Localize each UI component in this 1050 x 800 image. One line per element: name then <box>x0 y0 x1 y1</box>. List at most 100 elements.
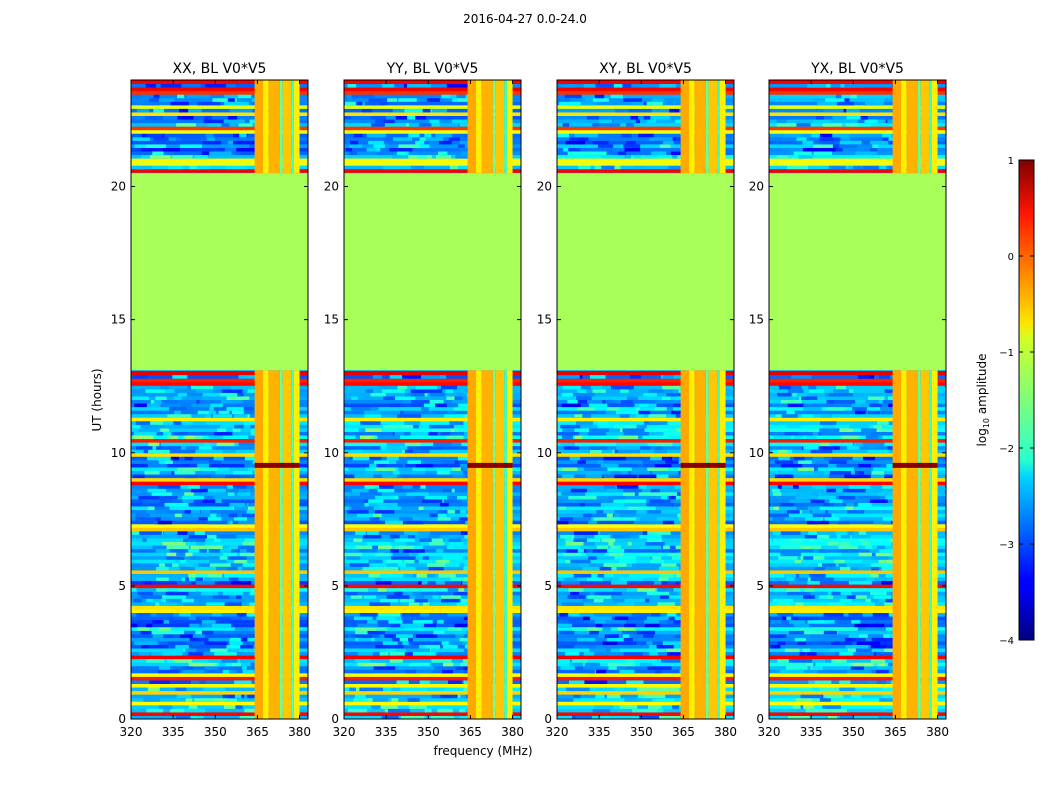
heatmap-cell <box>663 559 688 564</box>
heatmap-cell <box>440 431 451 436</box>
hot-band-column <box>506 370 513 719</box>
heatmap-cell <box>867 449 889 454</box>
heatmap-row <box>344 371 521 376</box>
heatmap-cell <box>200 545 223 550</box>
heatmap-cell <box>882 516 901 521</box>
heatmap-cell <box>232 484 247 489</box>
heatmap-row <box>557 640 734 645</box>
heatmap-cell <box>185 648 198 653</box>
heatmap-cell <box>808 679 815 684</box>
heatmap-cell <box>790 385 802 390</box>
heatmap-cell <box>844 83 865 88</box>
heatmap-cell <box>421 406 429 411</box>
heatmap-cell <box>177 466 200 471</box>
hot-band-column <box>467 80 477 174</box>
heatmap-cell <box>658 577 677 582</box>
heatmap-cell <box>201 623 221 628</box>
heatmap-cell <box>148 463 168 468</box>
heatmap-cell <box>385 115 396 120</box>
heatmap-cell <box>164 616 174 621</box>
heatmap-cell <box>244 598 262 603</box>
heatmap-cell <box>637 463 649 468</box>
heatmap-row <box>557 438 734 443</box>
heatmap-row <box>344 452 521 457</box>
heatmap-cell <box>223 601 242 606</box>
heatmap-cell <box>585 474 602 479</box>
heatmap-cell <box>140 630 152 635</box>
heatmap-row <box>131 506 308 511</box>
heatmap-cell <box>224 101 244 106</box>
heatmap-cell <box>837 520 850 525</box>
heatmap-cell <box>853 466 873 471</box>
heatmap-cell <box>610 94 623 99</box>
heatmap-cell <box>822 136 834 141</box>
heatmap-cell <box>446 395 455 400</box>
heatmap-row <box>131 381 308 386</box>
heatmap-cell <box>848 633 859 638</box>
heatmap-row <box>557 644 734 649</box>
heatmap-cell <box>394 83 405 88</box>
heatmap-cell <box>143 374 155 379</box>
x-tick-label: 320 <box>546 725 569 739</box>
heatmap-cell <box>611 147 633 152</box>
heatmap-cell <box>650 559 671 564</box>
heatmap-cell <box>388 619 403 624</box>
heatmap-cell <box>802 140 814 145</box>
heatmap-cell <box>448 537 461 542</box>
heatmap-cell <box>870 406 877 411</box>
heatmap-row <box>131 541 308 546</box>
heatmap-cell <box>166 463 186 468</box>
heatmap-cell <box>401 506 419 511</box>
heatmap-cell <box>391 555 415 560</box>
heatmap-cell <box>389 626 405 631</box>
heatmap-cell <box>584 687 595 692</box>
heatmap-cell <box>197 392 220 397</box>
heatmap-cell <box>357 513 376 518</box>
heatmap-cell <box>583 651 594 656</box>
heatmap-cell <box>392 601 406 606</box>
heatmap-cell <box>607 662 630 667</box>
heatmap-cell <box>364 101 380 106</box>
heatmap-cell <box>851 694 862 699</box>
flat-region <box>769 173 946 371</box>
heatmap-cell <box>236 594 243 599</box>
heatmap-cell <box>563 133 580 138</box>
heatmap-cell <box>562 385 581 390</box>
heatmap-row <box>769 161 946 166</box>
heatmap-row <box>557 676 734 681</box>
heatmap-cell <box>789 498 811 503</box>
heatmap-cell <box>390 488 413 493</box>
heatmap-row <box>344 509 521 514</box>
heatmap-cell <box>422 108 431 113</box>
heatmap-cell <box>402 640 409 645</box>
heatmap-cell <box>396 679 409 684</box>
heatmap-cell <box>577 459 586 464</box>
heatmap-cell <box>561 491 586 496</box>
heatmap-cell <box>792 466 800 471</box>
event-stripe <box>254 462 300 468</box>
heatmap-cell <box>870 147 878 152</box>
heatmap-cell <box>624 147 641 152</box>
y-axis-label: UT (hours) <box>90 368 104 431</box>
heatmap-cell <box>619 559 630 564</box>
heatmap-cell <box>840 136 851 141</box>
heatmap-row <box>131 374 308 379</box>
hot-band-column <box>504 80 507 174</box>
heatmap-cell <box>138 495 160 500</box>
heatmap-cell <box>632 399 656 404</box>
heatmap-cell <box>421 388 443 393</box>
heatmap-cell <box>648 420 671 425</box>
heatmap-cell <box>823 651 835 656</box>
heatmap-row <box>557 580 734 585</box>
colorbar: 10−1−2−3−4 log10 amplitude <box>975 156 1035 647</box>
heatmap-cell <box>865 101 884 106</box>
heatmap-cell <box>180 633 199 638</box>
heatmap-cell <box>380 97 398 102</box>
heatmap-cell <box>205 83 227 88</box>
heatmap-cell <box>778 456 790 461</box>
heatmap-cell <box>824 619 835 624</box>
x-tick-label: 335 <box>588 725 611 739</box>
heatmap-cell <box>560 534 575 539</box>
heatmap-cell <box>827 715 837 720</box>
heatmap-row <box>769 388 946 393</box>
